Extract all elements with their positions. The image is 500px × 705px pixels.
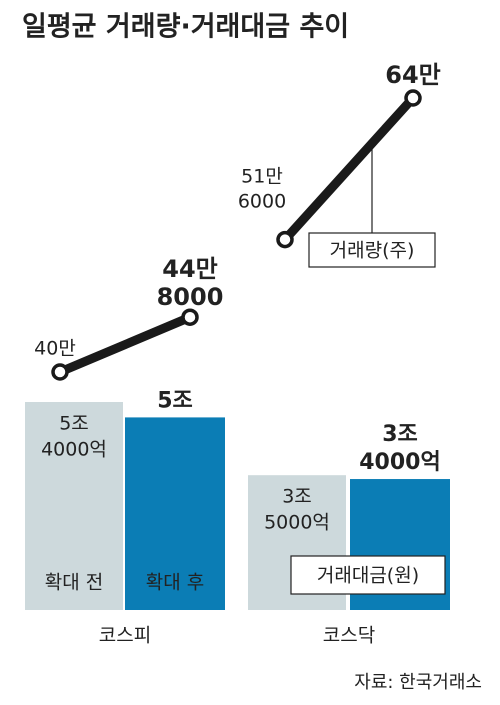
legend-label: 거래량(주) xyxy=(330,240,415,262)
bar xyxy=(125,417,225,610)
value-label: 5000억 xyxy=(264,512,330,534)
legend-box xyxy=(290,555,446,595)
legend-box xyxy=(308,232,436,268)
point xyxy=(181,308,199,326)
value-label: 4000억 xyxy=(359,450,440,475)
value-label: 64만 xyxy=(385,61,440,89)
bar xyxy=(25,402,123,610)
value-label: 5조 xyxy=(59,413,89,435)
series-name: 확대 후 xyxy=(146,572,204,594)
point xyxy=(276,230,294,249)
value-label: 3조 xyxy=(282,486,312,508)
value-label: 3조 xyxy=(382,422,418,447)
line xyxy=(280,93,418,245)
series-name: 확대 전 xyxy=(45,572,103,594)
line xyxy=(55,312,195,377)
x-tick-label: 코스닥 xyxy=(323,625,375,647)
value-label: 4000억 xyxy=(41,439,107,461)
chart-title: 일평균 거래량·거래대금 추이 xyxy=(22,12,349,43)
value-label: 6000 xyxy=(238,191,286,213)
value-label: 8000 xyxy=(157,283,224,311)
value-label: 51만 xyxy=(241,166,283,188)
legend-label: 거래대금(원) xyxy=(317,565,419,587)
point xyxy=(404,89,422,107)
value-label: 44만 xyxy=(162,255,217,283)
source: 자료: 한국거래소 xyxy=(354,672,482,693)
x-tick-label: 코스피 xyxy=(99,625,151,647)
value-label: 40만 xyxy=(34,338,76,360)
point xyxy=(51,363,69,381)
value-label: 5조 xyxy=(157,388,193,413)
